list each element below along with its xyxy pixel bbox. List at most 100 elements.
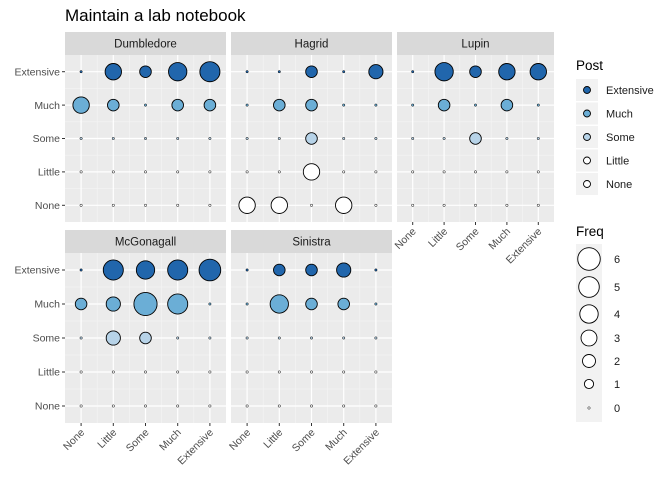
data-point: [168, 62, 188, 82]
data-point: [342, 404, 346, 408]
data-point: [536, 103, 540, 107]
data-point: [245, 170, 249, 174]
data-point: [139, 331, 152, 345]
data-point: [74, 297, 88, 311]
x-tick-label: None: [393, 226, 419, 252]
facet-strip: [65, 230, 226, 253]
data-point: [208, 137, 212, 140]
legend-label: 1: [614, 379, 620, 391]
data-point: [277, 404, 281, 408]
data-point: [335, 196, 353, 214]
data-point: [305, 297, 318, 311]
data-point: [310, 404, 313, 408]
data-point: [176, 336, 180, 340]
data-point: [505, 203, 509, 207]
data-point: [171, 98, 184, 112]
x-tick-label: Some: [454, 226, 482, 254]
x-tick-label: Little: [261, 427, 285, 451]
legend-key-symbol: [583, 180, 591, 188]
data-point: [245, 370, 249, 374]
data-point: [167, 293, 189, 315]
data-point: [133, 291, 158, 317]
data-point: [79, 203, 83, 207]
data-point: [474, 203, 477, 207]
facet-mcgonagall: McGonagallNoneLittleSomeMuchExtensiveNon…: [14, 230, 226, 467]
data-point: [277, 370, 281, 374]
data-point: [79, 336, 83, 340]
data-point: [342, 336, 346, 340]
data-point: [245, 268, 249, 272]
data-point: [111, 137, 115, 140]
data-point: [199, 61, 221, 83]
data-point: [474, 170, 477, 174]
y-tick-label: Some: [33, 133, 61, 145]
data-point: [368, 64, 384, 80]
legend-label: 4: [614, 309, 620, 321]
y-tick-label: Much: [34, 299, 60, 311]
x-tick-label: Extensive: [175, 427, 216, 468]
data-point: [498, 63, 516, 81]
data-point: [442, 137, 446, 140]
data-point: [144, 370, 147, 374]
data-point: [176, 170, 180, 174]
legend-size-symbol: [580, 329, 598, 347]
data-point: [500, 98, 514, 112]
data-point: [277, 336, 281, 340]
data-point: [176, 203, 180, 207]
legend-label: Much: [606, 109, 633, 121]
data-point: [79, 170, 83, 174]
data-point: [305, 65, 318, 78]
data-point: [277, 170, 281, 174]
data-point: [310, 336, 313, 340]
data-point: [111, 170, 115, 174]
data-point: [536, 203, 540, 207]
data-point: [245, 404, 249, 408]
data-point: [374, 404, 378, 408]
x-tick-label: Extensive: [341, 427, 382, 468]
facet-strip: [65, 32, 226, 55]
data-point: [105, 296, 121, 312]
data-point: [144, 137, 147, 140]
data-point: [342, 70, 346, 74]
data-point: [245, 103, 249, 107]
legend-freq: Freq 6 5 4 3 2 1 0: [576, 224, 620, 422]
data-point: [245, 336, 249, 340]
data-point: [79, 137, 83, 140]
data-point: [374, 137, 378, 140]
y-tick-label: Little: [38, 167, 60, 179]
data-point: [336, 262, 352, 278]
data-point: [337, 297, 350, 311]
data-point: [374, 103, 378, 107]
y-tick-label: None: [35, 401, 60, 413]
data-point: [374, 302, 378, 306]
data-point: [269, 294, 289, 314]
facet-dumbledore: Dumbledore None Little Some Much Extensive: [14, 32, 226, 222]
data-point: [111, 370, 115, 374]
data-point: [536, 170, 540, 174]
y-tick-label: Extensive: [14, 66, 60, 78]
data-point: [144, 203, 147, 207]
facet-strip-label: Dumbledore: [114, 39, 177, 51]
data-point: [374, 170, 378, 174]
data-point: [208, 404, 212, 408]
facet-strip: [231, 32, 392, 55]
data-point: [411, 170, 415, 174]
legend-label: 0: [614, 403, 620, 415]
data-point: [411, 137, 415, 140]
facet-panels: DumbledoreNoneLittleSomeMuchExtensiveHag…: [14, 32, 554, 467]
x-tick-label: Some: [124, 427, 152, 455]
x-tick-label: Little: [95, 427, 119, 451]
data-point: [176, 370, 180, 374]
data-point: [342, 170, 346, 174]
data-point: [342, 103, 346, 107]
data-point: [310, 370, 313, 374]
data-point: [176, 404, 180, 408]
data-point: [208, 370, 212, 374]
legend-size-symbol: [582, 354, 596, 368]
facet-strip-label: Lupin: [461, 39, 489, 51]
legend-label: 5: [614, 282, 620, 294]
data-point: [434, 62, 454, 82]
